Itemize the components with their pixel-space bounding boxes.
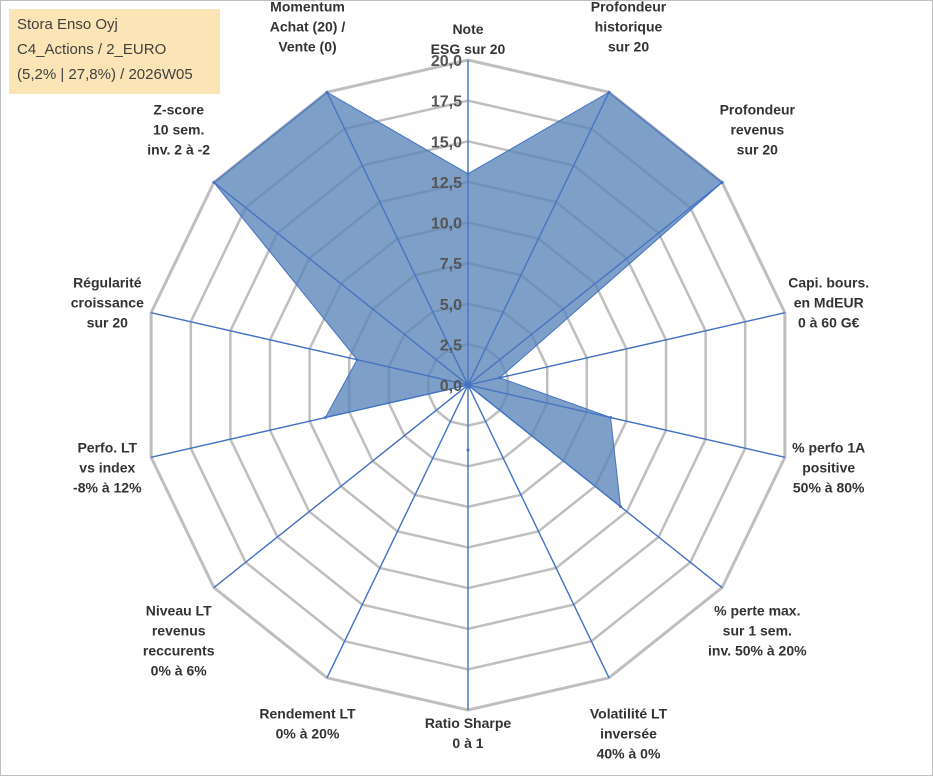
category-label: Perfo. LT vs index -8% à 12% bbox=[73, 439, 142, 495]
category-label-line: croissance bbox=[71, 295, 144, 311]
category-label-line: 0 à 60 G€ bbox=[798, 315, 860, 331]
category-label-line: Vente (0) bbox=[278, 39, 336, 55]
category-label-line: 50% à 80% bbox=[793, 479, 865, 495]
category-label-line: inv. 50% à 20% bbox=[708, 643, 807, 659]
tick-label: 12,5 bbox=[431, 175, 462, 192]
tick-label: 10,0 bbox=[431, 216, 462, 233]
category-label: Niveau LT revenus reccurents 0% à 6% bbox=[143, 603, 215, 679]
category-label-line: sur 20 bbox=[87, 315, 128, 331]
category-label-line: % perte max. bbox=[714, 603, 800, 619]
category-label: Profondeur revenus sur 20 bbox=[720, 101, 796, 157]
info-box: Stora Enso Oyj C4_Actions / 2_EURO (5,2%… bbox=[9, 9, 220, 94]
category-label-line: -8% à 12% bbox=[73, 479, 142, 495]
category-label-line: vs index bbox=[79, 459, 135, 475]
category-label-line: Niveau LT bbox=[146, 603, 212, 619]
category-label-line: Régularité bbox=[73, 275, 142, 291]
category-label: Profondeur historique sur 20 bbox=[591, 0, 667, 55]
category-label: Note ESG sur 20 bbox=[431, 21, 506, 57]
radial-axis-line-overlay bbox=[467, 312, 786, 386]
radial-axis-line-overlay bbox=[150, 312, 469, 386]
category-label: % perfo 1A positive 50% à 80% bbox=[792, 439, 865, 495]
tick-label: 2,5 bbox=[440, 337, 462, 354]
category-label-line: Rendement LT bbox=[259, 705, 356, 721]
performance-week: (5,2% | 27,8%) / 2026W05 bbox=[17, 66, 193, 83]
tick-label: 15,0 bbox=[431, 134, 462, 151]
radial-tick-labels: 0,0 2,5 5,0 7,5 10,0 12,5 15,0 17,5 20,0 bbox=[431, 53, 462, 395]
category-label-line: 0% à 6% bbox=[151, 663, 208, 679]
category-label-line: 40% à 0% bbox=[597, 745, 661, 761]
category-label-line: sur 20 bbox=[737, 141, 778, 157]
category-label-line: Volatilité LT bbox=[590, 705, 668, 721]
category-label-line: Profondeur bbox=[720, 101, 796, 117]
category-label-line: sur 1 sem. bbox=[723, 623, 792, 639]
radial-axis-line-overlay bbox=[467, 384, 610, 679]
category-label-line: 0 à 1 bbox=[452, 735, 483, 751]
radar-series bbox=[150, 60, 786, 710]
category-label-line: reccurents bbox=[143, 643, 215, 659]
radial-axis-line-overlay bbox=[326, 384, 469, 679]
tick-label: 7,5 bbox=[440, 256, 462, 273]
tick-label: 17,5 bbox=[431, 94, 462, 111]
category-label: Momentum Achat (20) / Vente (0) bbox=[270, 0, 346, 55]
category-label-line: 0% à 20% bbox=[276, 725, 340, 741]
radial-axis-line-overlay bbox=[467, 181, 723, 386]
category-label-line: Momentum bbox=[270, 0, 345, 15]
category-label-line: revenus bbox=[152, 623, 206, 639]
company-name: Stora Enso Oyj bbox=[17, 16, 118, 33]
radial-axis-line-overlay bbox=[467, 384, 723, 589]
category-label-line: sur 20 bbox=[608, 39, 649, 55]
category-label-line: revenus bbox=[730, 121, 784, 137]
category-labels: Note ESG sur 20 Profondeur historique sur 20… bbox=[71, 0, 869, 761]
category-label-line: % perfo 1A bbox=[792, 439, 865, 455]
category-label-line: en MdEUR bbox=[794, 295, 864, 311]
category-label-line: Capi. bours. bbox=[788, 275, 869, 291]
category-label: Ratio Sharpe 0 à 1 bbox=[425, 715, 512, 751]
radial-axis-line-overlay bbox=[150, 384, 469, 458]
category-label-line: inv. 2 à -2 bbox=[147, 141, 210, 157]
category-label: Rendement LT 0% à 20% bbox=[259, 705, 356, 741]
tick-label: 5,0 bbox=[440, 297, 462, 314]
category-label-line: Achat (20) / bbox=[270, 19, 346, 35]
category-label-line: ESG sur 20 bbox=[431, 41, 506, 57]
category-label: Capi. bours. en MdEUR 0 à 60 G€ bbox=[788, 275, 869, 331]
radial-axis-line-overlay bbox=[213, 384, 469, 589]
category-label-line: Profondeur bbox=[591, 0, 667, 15]
category-label: Régularité croissance sur 20 bbox=[71, 275, 144, 331]
radial-axis-line-overlay bbox=[326, 91, 469, 386]
tick-label: 0,0 bbox=[440, 378, 462, 395]
radial-axis-line-overlay bbox=[467, 91, 610, 386]
category-label-line: historique bbox=[595, 19, 663, 35]
category-label-line: positive bbox=[802, 459, 855, 475]
radial-axis-line-overlay bbox=[213, 181, 469, 386]
asset-class: C4_Actions / 2_EURO bbox=[17, 41, 167, 58]
category-label-line: 10 sem. bbox=[153, 121, 204, 137]
category-label: Z-score 10 sem. inv. 2 à -2 bbox=[147, 101, 210, 157]
category-label-line: Note bbox=[452, 21, 483, 37]
category-label: % perte max. sur 1 sem. inv. 50% à 20% bbox=[708, 603, 807, 659]
category-label-line: Perfo. LT bbox=[77, 439, 137, 455]
category-label-line: inversée bbox=[600, 725, 657, 741]
category-label: Volatilité LT inversée 40% à 0% bbox=[590, 705, 668, 761]
radial-axis-line-overlay bbox=[467, 384, 786, 458]
tick-label: 20,0 bbox=[431, 53, 462, 70]
category-label-line: Ratio Sharpe bbox=[425, 715, 512, 731]
category-label-line: Z-score bbox=[153, 101, 204, 117]
